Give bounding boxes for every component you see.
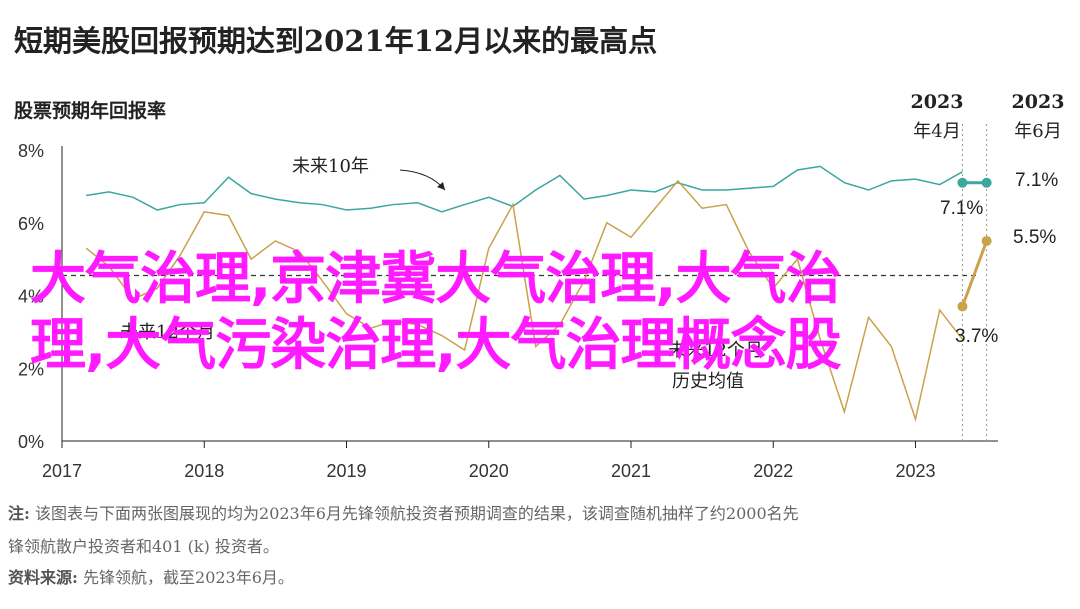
series-line: [85, 179, 964, 422]
period-month: 年4月: [913, 121, 960, 142]
overlay-text-line-1: 大气治理,京津冀大气治理,大气治: [30, 247, 842, 312]
hist-annotation-line1: 未来12个月: [668, 340, 763, 361]
x-tick-label: 2017: [42, 461, 82, 481]
endpoint-label: 7.1%: [1015, 170, 1058, 191]
note-text-1: 该图表与下面两张图展现的均为2023年6月先锋领航投资者预期调查的结果，该调查随…: [35, 504, 799, 523]
endpoint-segment: [961, 240, 989, 307]
ten-year-annotation: 未来10年: [292, 156, 369, 177]
x-tick-label: 2020: [469, 461, 509, 481]
x-tick-label: 2021: [611, 461, 651, 481]
x-tick-label: 2018: [184, 461, 224, 481]
endpoint-dot: [981, 177, 992, 188]
chart-title: 短期美股回报预期达到2021年12月以来的最高点: [14, 24, 658, 58]
chart-note-cont: 锋领航散户投资者和401 (k) 投资者。: [8, 537, 279, 556]
y-tick-label: 4%: [18, 287, 44, 307]
endpoint-dot: [981, 235, 992, 246]
annotation-arrowhead: [437, 182, 445, 190]
chart-subtitle: 股票预期年回报率: [14, 100, 167, 122]
source-text: 先锋领航，截至2023年6月。: [83, 568, 294, 587]
x-tick-label: 2019: [326, 461, 366, 481]
chart-note: 注: 该图表与下面两张图展现的均为2023年6月先锋领航投资者预期调查的结果，该…: [8, 504, 799, 523]
endpoint-label: 3.7%: [955, 326, 998, 347]
period-year: 2023: [1012, 91, 1065, 113]
note-text-2: 锋领航散户投资者和401 (k) 投资者。: [8, 537, 279, 556]
x-tick-label: 2023: [895, 461, 935, 481]
chart-source: 资料来源: 先锋领航，截至2023年6月。: [8, 568, 294, 587]
note-label: 注:: [8, 504, 30, 523]
endpoint-label: 7.1%: [940, 198, 983, 219]
x-tick-label: 2022: [753, 461, 793, 481]
overlay-text-line-2: 理,大气污染治理,大气治理概念股: [30, 313, 842, 378]
series-line: [86, 165, 963, 213]
endpoint-label: 5.5%: [1013, 227, 1056, 248]
period-year: 2023: [911, 91, 964, 113]
hist-annotation-line2: 历史均值: [672, 371, 744, 392]
source-label: 资料来源:: [8, 568, 78, 587]
y-tick-label: 8%: [18, 141, 44, 161]
twelve-month-annotation: 未来12个月: [120, 322, 215, 343]
endpoint-dot: [957, 177, 968, 188]
y-tick-label: 0%: [18, 432, 44, 452]
endpoint-dot: [957, 301, 968, 312]
y-tick-label: 2%: [18, 359, 44, 379]
period-month: 年6月: [1014, 121, 1061, 142]
y-tick-label: 6%: [18, 214, 44, 234]
